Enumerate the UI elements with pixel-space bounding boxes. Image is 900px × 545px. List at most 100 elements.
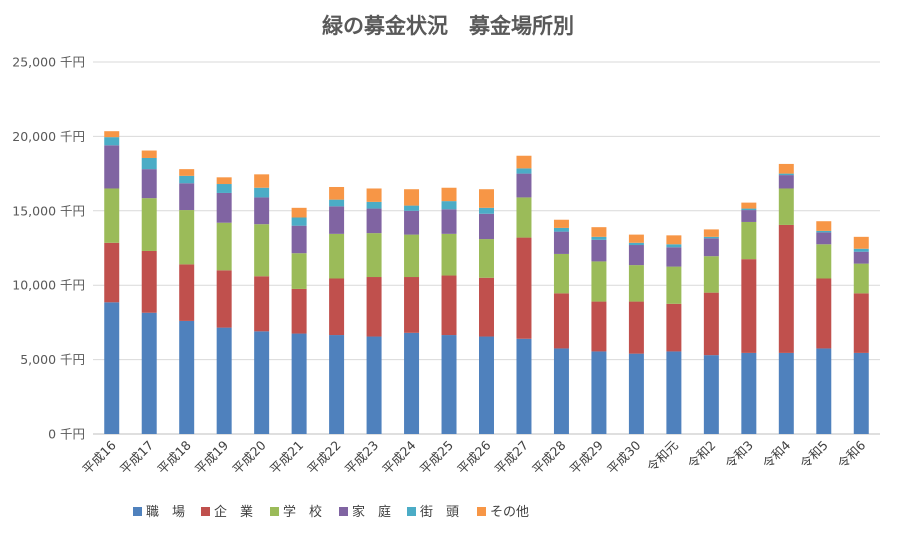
- bar-segment: [254, 197, 270, 225]
- bar-segment: [853, 248, 869, 252]
- bar-stack: [216, 177, 232, 434]
- bar-segment: [366, 336, 382, 434]
- bar-stack: [179, 169, 195, 434]
- bar-segment: [254, 174, 270, 188]
- y-tick-label: 15,000 千円: [12, 203, 85, 218]
- bar-segment: [853, 293, 869, 353]
- x-tick-label: 平成18: [154, 437, 194, 477]
- bar-segment: [853, 251, 869, 264]
- bar-segment: [404, 332, 420, 434]
- legend-label: 企 業: [214, 504, 253, 520]
- bar-segment: [591, 351, 607, 434]
- bar-segment: [516, 197, 532, 238]
- legend-label: 街 頭: [420, 505, 459, 520]
- bar-segment: [516, 173, 532, 198]
- bar-segment: [441, 201, 457, 210]
- bar-segment: [291, 333, 307, 434]
- bar-segment: [366, 277, 382, 337]
- bar-segment: [853, 352, 869, 434]
- y-tick-label: 20,000 千円: [12, 129, 85, 144]
- bars: [104, 131, 869, 434]
- bar-segment: [441, 233, 457, 276]
- legend-swatch: [477, 507, 486, 516]
- bar-stack: [666, 235, 682, 434]
- bar-segment: [479, 277, 494, 337]
- x-tick-label: 平成16: [79, 437, 119, 477]
- bar-segment: [516, 237, 532, 339]
- bar-segment: [291, 253, 307, 289]
- legend-label: その他: [490, 505, 529, 520]
- bar-segment: [254, 224, 270, 277]
- bar-segment: [816, 244, 832, 279]
- bar-segment: [628, 242, 644, 246]
- x-tick-label: 平成29: [567, 437, 607, 477]
- legend-label: 職 場: [146, 505, 185, 520]
- bar-segment: [329, 278, 345, 336]
- y-tick-label: 5,000 千円: [20, 352, 85, 367]
- bar-segment: [479, 239, 494, 278]
- bar-segment: [479, 189, 494, 208]
- bar-segment: [254, 276, 270, 332]
- bar-segment: [179, 175, 195, 184]
- y-tick-label: 0 千円: [48, 427, 85, 442]
- x-tick-label: 平成22: [304, 438, 344, 478]
- legend-item: その他: [477, 505, 529, 520]
- legend-swatch: [407, 507, 416, 516]
- bar-segment: [553, 253, 569, 294]
- bar-segment: [703, 236, 719, 239]
- bar-segment: [441, 187, 457, 202]
- bar-segment: [741, 208, 757, 211]
- bar-stack: [404, 189, 420, 434]
- bar-segment: [404, 205, 420, 211]
- bar-segment: [141, 169, 157, 199]
- y-tick-label: 10,000 千円: [12, 278, 85, 293]
- bar-segment: [666, 247, 682, 267]
- legend-swatch: [201, 507, 210, 516]
- bar-segment: [104, 131, 120, 138]
- bar-segment: [741, 210, 757, 222]
- bar-segment: [141, 312, 157, 434]
- bar-segment: [104, 137, 120, 146]
- bar-stack: [479, 189, 494, 434]
- y-tick-label: 25,000 千円: [12, 55, 85, 70]
- bar-segment: [516, 168, 532, 174]
- x-tick-label: 平成19: [192, 437, 232, 477]
- bar-segment: [179, 264, 195, 321]
- bar-segment: [778, 175, 794, 189]
- x-tick-label: 令和6: [834, 437, 868, 471]
- bar-segment: [366, 233, 382, 278]
- bar-stack: [591, 227, 607, 434]
- bar-segment: [703, 238, 719, 257]
- legend-label: 学 校: [283, 504, 322, 520]
- bar-segment: [216, 327, 232, 434]
- bar-segment: [104, 145, 120, 189]
- x-tick-label: 平成23: [342, 438, 382, 478]
- bar-segment: [141, 198, 157, 251]
- bar-segment: [329, 186, 345, 200]
- bar-segment: [741, 352, 757, 434]
- chart-title: 緑の募金状況 募金場所別: [322, 14, 574, 38]
- bar-segment: [441, 275, 457, 336]
- bar-segment: [816, 221, 832, 231]
- x-tick-label: 令和5: [797, 438, 831, 472]
- legend-item: 街 頭: [407, 505, 459, 520]
- x-tick-label: 平成30: [604, 437, 644, 477]
- x-tick-label: 令和4: [760, 437, 794, 471]
- legend-item: 家 庭: [339, 504, 391, 520]
- bar-segment: [291, 217, 307, 226]
- x-tick-label: 平成28: [529, 437, 569, 477]
- bar-segment: [666, 351, 682, 434]
- x-tick-label: 平成27: [492, 438, 532, 478]
- bar-segment: [179, 320, 195, 434]
- bar-segment: [666, 266, 682, 304]
- bar-segment: [479, 213, 494, 240]
- bar-segment: [366, 188, 382, 202]
- x-tick-label: 平成25: [417, 438, 457, 478]
- bar-segment: [216, 270, 232, 328]
- bar-segment: [216, 184, 232, 193]
- bar-stack: [741, 202, 757, 434]
- bar-segment: [591, 239, 607, 262]
- bar-segment: [216, 222, 232, 271]
- bar-segment: [141, 157, 157, 170]
